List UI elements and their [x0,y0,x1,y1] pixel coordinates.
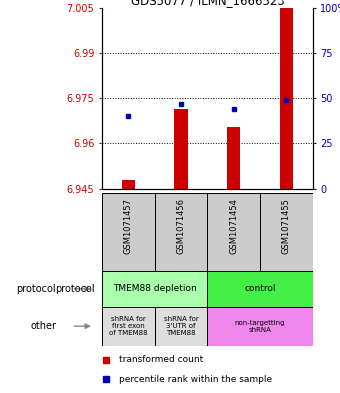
Title: GDS5077 / ILMN_1666523: GDS5077 / ILMN_1666523 [131,0,284,7]
Bar [155,193,207,271]
Text: protocol: protocol [16,284,56,294]
Text: GSM1071454: GSM1071454 [229,198,238,254]
Text: TMEM88 depletion: TMEM88 depletion [113,285,197,293]
Text: shRNA for
3'UTR of
TMEM88: shRNA for 3'UTR of TMEM88 [164,316,199,336]
Bar [122,180,135,189]
Bar [102,193,155,271]
Text: GSM1071456: GSM1071456 [176,198,186,254]
Text: GSM1071455: GSM1071455 [282,198,291,254]
Bar [207,193,260,271]
Text: shRNA for
first exon
of TMEM88: shRNA for first exon of TMEM88 [109,316,148,336]
Bar [174,109,188,189]
Bar [280,8,293,189]
Text: other: other [30,321,56,331]
Bar [102,271,207,307]
Bar [207,271,313,307]
Bar [227,127,240,189]
Bar [207,307,313,346]
Bar [260,193,313,271]
Text: transformed count: transformed count [119,355,203,364]
Text: protocol: protocol [55,284,95,294]
Text: control: control [244,285,276,293]
Text: percentile rank within the sample: percentile rank within the sample [119,375,272,384]
Text: non-targetting
shRNA: non-targetting shRNA [235,320,285,333]
Bar [155,307,207,346]
Bar [102,307,155,346]
Text: GSM1071457: GSM1071457 [124,198,133,254]
